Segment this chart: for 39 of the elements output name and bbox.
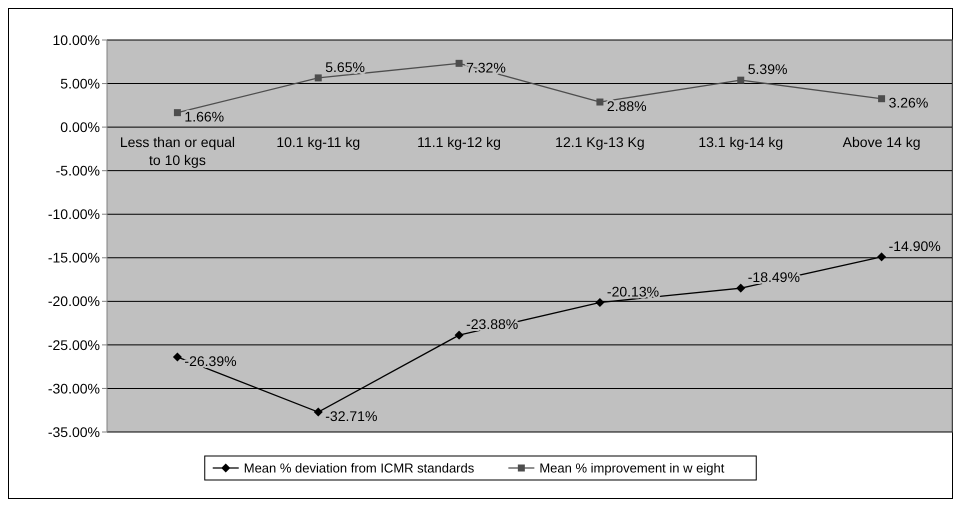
point — [174, 109, 181, 116]
y-tick-label: -30.00% — [48, 380, 100, 396]
point — [172, 352, 182, 362]
x-tick-label: Less than or equal to 10 kgs — [120, 134, 236, 168]
point — [736, 284, 746, 293]
point — [596, 98, 604, 106]
point — [456, 60, 463, 67]
point — [595, 298, 604, 307]
x-tick-label: 10.1 kg-11 kg — [276, 134, 360, 150]
point — [737, 76, 744, 84]
point — [878, 95, 886, 102]
y-tick-label: 10.00% — [52, 32, 100, 48]
data-label: 2.88% — [606, 98, 647, 114]
y-tick-label: -35.00% — [48, 424, 100, 440]
x-tick-label: 12.1 Kg-13 Kg — [555, 134, 645, 150]
data-label: -20.13% — [606, 283, 660, 300]
data-label: 5.65% — [325, 58, 365, 75]
data-label: -26.39% — [184, 352, 237, 369]
x-tick-label: 11.1 kg-12 kg — [417, 134, 501, 150]
point — [877, 252, 886, 262]
y-tick-label: -5.00% — [56, 162, 100, 179]
y-tick-label: 5.00% — [60, 75, 100, 92]
point — [314, 408, 323, 417]
data-label: -14.90% — [888, 238, 941, 254]
x-tick-label: 13.1 kg-14 kg — [698, 134, 784, 150]
point — [454, 330, 464, 340]
point — [314, 74, 322, 82]
legend-label: Mean % improvement in w eight — [539, 460, 725, 476]
data-label: -32.71% — [325, 408, 378, 424]
y-tick-label: -15.00% — [48, 250, 100, 266]
data-label: 3.26% — [888, 94, 928, 111]
y-tick-label: 0.00% — [60, 119, 100, 136]
y-tick-label: -25.00% — [48, 336, 100, 353]
y-tick-label: -20.00% — [48, 293, 100, 310]
x-tick-label: Above 14 kg — [842, 134, 921, 150]
y-tick-label: -10.00% — [48, 206, 100, 222]
data-label: 1.66% — [184, 108, 224, 125]
legend-label: Mean % deviation from ICMR standards — [244, 460, 475, 476]
data-label: 5.39% — [748, 61, 788, 78]
